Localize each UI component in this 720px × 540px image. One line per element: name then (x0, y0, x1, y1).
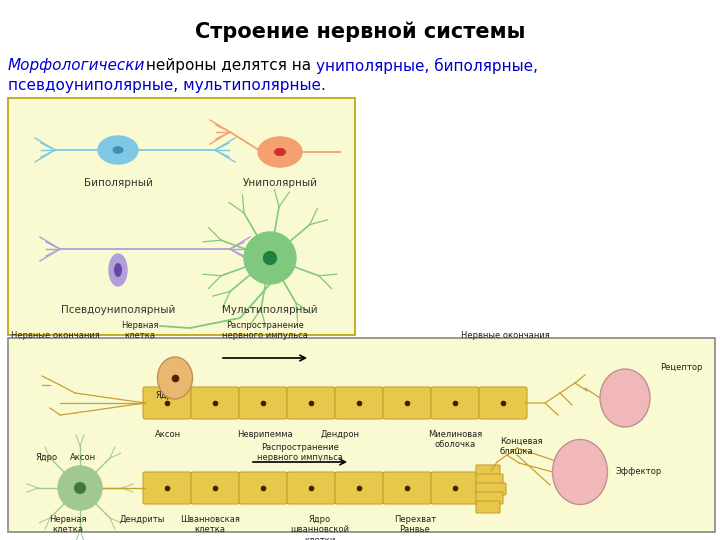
Text: Концевая
бляшка: Концевая бляшка (500, 437, 543, 456)
FancyBboxPatch shape (335, 472, 383, 504)
FancyBboxPatch shape (476, 465, 500, 477)
FancyBboxPatch shape (287, 387, 335, 419)
Text: Ядро: Ядро (155, 391, 177, 400)
Text: Дендриты: Дендриты (120, 515, 166, 524)
FancyBboxPatch shape (143, 387, 191, 419)
FancyBboxPatch shape (431, 387, 479, 419)
FancyBboxPatch shape (383, 387, 431, 419)
Text: Нервные окончания: Нервные окончания (461, 331, 549, 340)
Ellipse shape (58, 466, 102, 510)
Ellipse shape (600, 369, 650, 427)
Text: Аксон: Аксон (70, 453, 96, 462)
FancyBboxPatch shape (476, 474, 503, 486)
Ellipse shape (258, 137, 302, 167)
Text: Неврипемма: Неврипемма (237, 430, 293, 439)
Text: Морфологически: Морфологически (8, 58, 145, 73)
Text: Дендрон: Дендрон (320, 430, 359, 439)
FancyBboxPatch shape (191, 387, 239, 419)
Ellipse shape (112, 146, 124, 154)
Text: Перехват
Ранвье: Перехват Ранвье (394, 515, 436, 535)
Text: Мультиполярный: Мультиполярный (222, 305, 318, 315)
Text: Эффектор: Эффектор (615, 468, 661, 476)
FancyBboxPatch shape (431, 472, 479, 504)
Ellipse shape (74, 482, 86, 494)
Ellipse shape (98, 136, 138, 164)
Text: псевдоуниполярные, мультиполярные.: псевдоуниполярные, мультиполярные. (8, 78, 326, 93)
FancyBboxPatch shape (476, 501, 500, 513)
Ellipse shape (274, 148, 286, 156)
Text: Ядро: Ядро (35, 453, 57, 462)
Text: Нервная
клетка: Нервная клетка (49, 515, 86, 535)
Text: Псевдоуниполярный: Псевдоуниполярный (60, 305, 175, 315)
Ellipse shape (109, 254, 127, 286)
FancyBboxPatch shape (383, 472, 431, 504)
Ellipse shape (158, 357, 192, 399)
FancyBboxPatch shape (239, 472, 287, 504)
Text: Аксон: Аксон (155, 430, 181, 439)
Text: Распространение
нервного импульса: Распространение нервного импульса (257, 443, 343, 462)
Text: Строение нервной системы: Строение нервной системы (194, 22, 526, 43)
Text: Рецептор: Рецептор (660, 363, 703, 373)
FancyBboxPatch shape (476, 483, 506, 495)
FancyBboxPatch shape (143, 472, 191, 504)
Text: нейроны делятся на: нейроны делятся на (141, 58, 316, 73)
Text: Униполярный: Униполярный (243, 178, 318, 188)
FancyBboxPatch shape (476, 492, 503, 504)
Text: Миелиновая
оболочка: Миелиновая оболочка (428, 430, 482, 449)
FancyBboxPatch shape (479, 387, 527, 419)
FancyBboxPatch shape (8, 338, 715, 532)
Text: Распространение
нервного импульса: Распространение нервного импульса (222, 321, 308, 340)
Text: Биполярный: Биполярный (84, 178, 153, 188)
FancyBboxPatch shape (287, 472, 335, 504)
Text: униполярные, биполярные,: униполярные, биполярные, (316, 58, 538, 74)
FancyBboxPatch shape (8, 98, 355, 335)
Ellipse shape (244, 232, 296, 284)
Text: Шванновская
клетка: Шванновская клетка (180, 515, 240, 535)
Text: Нервные окончания: Нервные окончания (11, 331, 99, 340)
FancyBboxPatch shape (335, 387, 383, 419)
FancyBboxPatch shape (191, 472, 239, 504)
Text: Нервная
клетка: Нервная клетка (121, 321, 158, 340)
Ellipse shape (114, 263, 122, 277)
FancyBboxPatch shape (239, 387, 287, 419)
Ellipse shape (263, 251, 277, 265)
Ellipse shape (552, 440, 608, 504)
Text: Ядро
шванновской
клетки: Ядро шванновской клетки (290, 515, 349, 540)
